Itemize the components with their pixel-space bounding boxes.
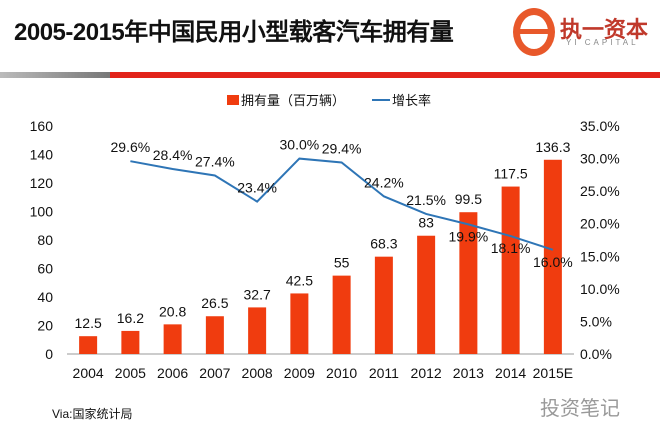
line-data-label: 28.4% (153, 147, 193, 163)
left-tick-label: 40 (37, 289, 53, 305)
logo-text: 执一资本 (560, 17, 649, 42)
bar-data-label: 26.5 (201, 295, 228, 311)
bar (290, 293, 309, 354)
left-tick-label: 20 (37, 318, 53, 334)
bar (79, 336, 98, 354)
left-tick-label: 120 (30, 175, 54, 191)
x-tick-label: 2004 (73, 365, 104, 381)
bar (543, 159, 562, 354)
line-data-label: 30.0% (280, 137, 320, 153)
source-note: Via:国家统计局 (52, 407, 133, 421)
bar-data-label: 42.5 (286, 272, 313, 288)
line-data-label: 18.1% (491, 240, 531, 256)
left-tick-label: 160 (30, 118, 54, 134)
page-title: 2005-2015年中国民用小型载客汽车拥有量 (14, 19, 454, 46)
bar (121, 330, 140, 354)
legend-swatch-bar (227, 95, 239, 105)
x-tick-label: 2010 (326, 365, 357, 381)
bar-data-label: 68.3 (370, 236, 397, 252)
bar (163, 324, 182, 354)
bar (248, 307, 267, 354)
legend-label-line: 增长率 (392, 93, 431, 108)
right-tick-label: 30.0% (580, 151, 620, 167)
bar (459, 212, 478, 354)
line-data-label: 21.5% (406, 192, 446, 208)
x-tick-label: 2007 (199, 365, 230, 381)
right-tick-label: 20.0% (580, 216, 620, 232)
x-tick-label: 2013 (453, 365, 484, 381)
x-tick-label: 2006 (157, 365, 188, 381)
right-tick-label: 35.0% (580, 118, 620, 134)
bar (374, 256, 393, 354)
divider (110, 72, 660, 78)
right-tick-label: 15.0% (580, 248, 620, 264)
bar (332, 275, 351, 354)
right-tick-label: 0.0% (580, 346, 612, 362)
bar (417, 235, 436, 354)
growth-line (130, 157, 554, 251)
x-tick-label: 2011 (369, 365, 399, 381)
bar-data-label: 83 (418, 215, 434, 231)
left-tick-label: 140 (30, 147, 54, 163)
line-data-label: 19.9% (449, 228, 489, 244)
line-data-label: 16.0% (533, 254, 573, 270)
logo (513, 8, 555, 56)
x-tick-label: 2012 (411, 365, 442, 381)
watermark: 投资笔记 (540, 398, 620, 420)
x-tick-label: 2015E (533, 365, 573, 381)
line-data-label: 24.2% (364, 174, 404, 190)
logo-subtext: YI CAPITAL (566, 38, 639, 47)
line-data-label: 23.4% (237, 180, 277, 196)
bar-data-label: 32.7 (244, 286, 271, 302)
bar-data-label: 20.8 (159, 303, 186, 319)
line-data-label: 29.6% (111, 139, 151, 155)
legend-label-bar: 拥有量（百万辆） (241, 93, 345, 108)
line-data-label: 29.4% (322, 140, 362, 156)
right-tick-label: 5.0% (580, 313, 612, 329)
bar-data-label: 117.5 (494, 166, 528, 182)
divider (0, 72, 110, 78)
left-tick-label: 80 (37, 232, 53, 248)
left-tick-label: 100 (30, 204, 54, 220)
bar-data-label: 136.3 (535, 139, 570, 155)
x-tick-label: 2009 (284, 365, 315, 381)
x-tick-label: 2014 (495, 365, 526, 381)
x-tick-label: 2005 (115, 365, 146, 381)
bar (501, 186, 520, 354)
right-tick-label: 25.0% (580, 183, 620, 199)
bar-data-label: 99.5 (455, 191, 482, 207)
x-tick-label: 2008 (242, 365, 273, 381)
bar-data-label: 12.5 (75, 315, 102, 331)
right-tick-label: 10.0% (580, 281, 620, 297)
bar-data-label: 55 (334, 255, 350, 271)
bar (205, 316, 224, 354)
left-tick-label: 0 (45, 346, 53, 362)
line-data-label: 27.4% (195, 154, 235, 170)
bar-data-label: 16.2 (117, 310, 144, 326)
left-tick-label: 60 (37, 261, 53, 277)
